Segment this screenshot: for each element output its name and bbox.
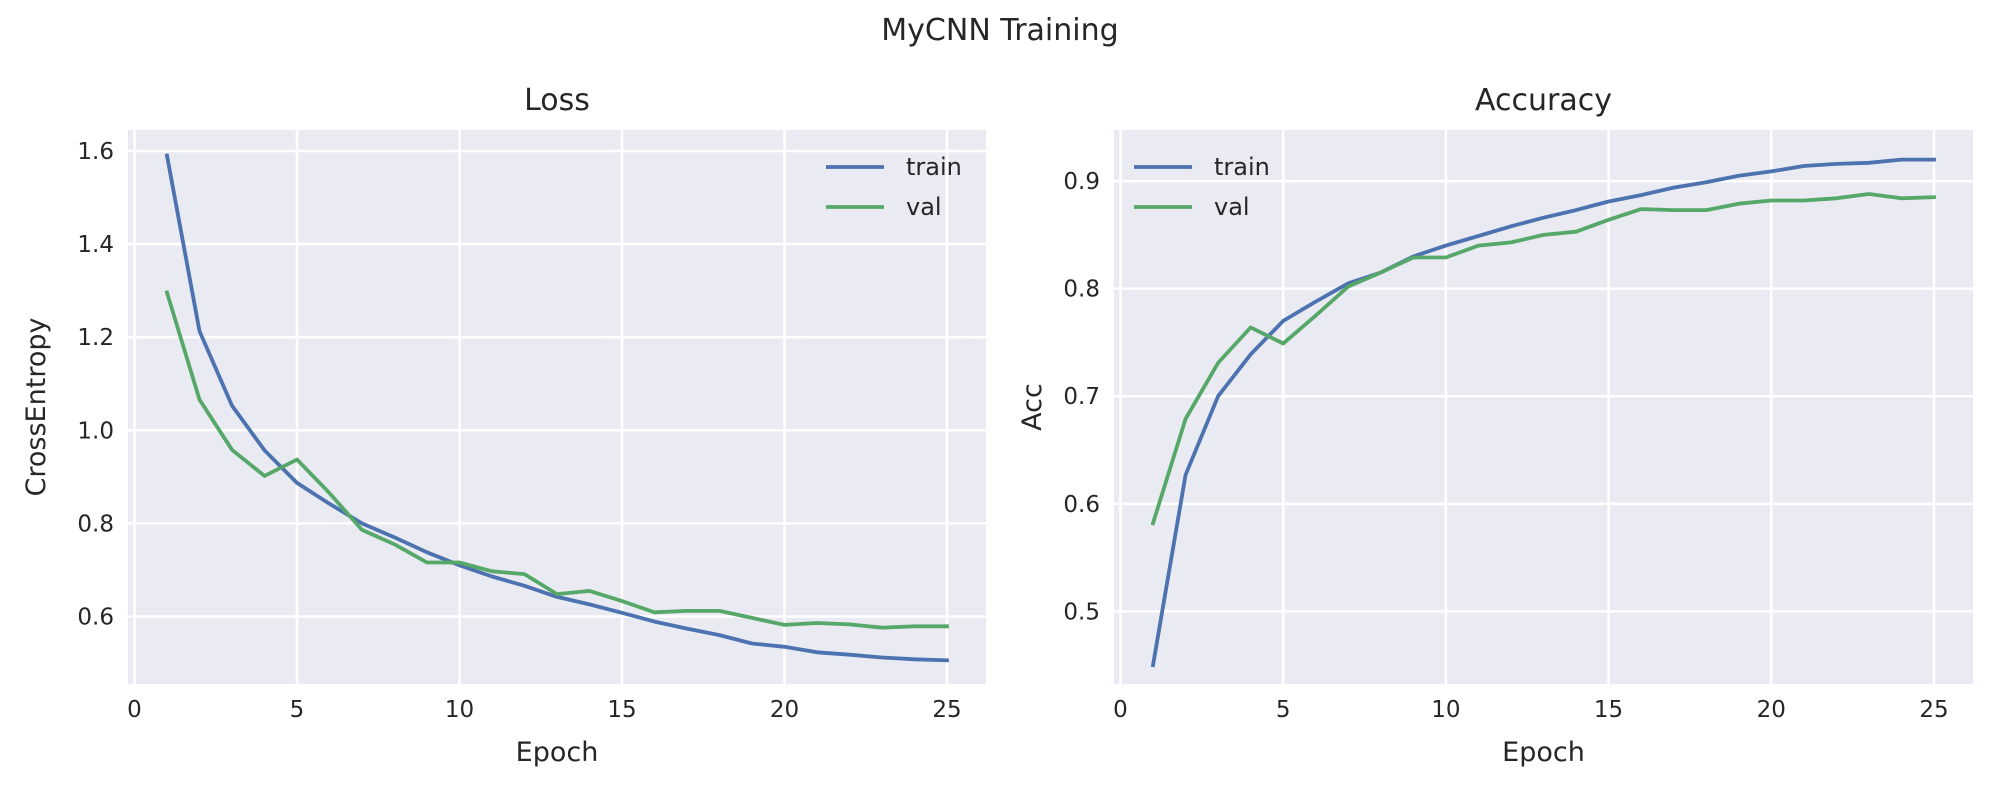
loss-legend-val-label: val [906,193,942,221]
loss-x-tick-label: 0 [127,697,142,723]
accuracy-series-val-line [1150,192,1936,526]
loss-x-axis-label: Epoch [516,737,599,768]
loss-title: Loss [524,83,590,118]
accuracy-x-tick-label: 0 [1113,697,1128,723]
accuracy-x-tick-label: 25 [1919,697,1948,723]
accuracy-x-tick-label: 5 [1276,697,1291,723]
loss-series-train-line [164,153,949,663]
loss-legend-train-label: train [906,153,962,181]
figure-title: MyCNN Training [881,13,1118,48]
accuracy-y-tick-label: 0.7 [1063,384,1100,410]
accuracy-series-train-line [1150,157,1936,668]
loss-x-tick-label: 10 [445,697,474,723]
loss-series-val-line [164,290,949,630]
loss-y-tick-label: 1.4 [77,232,114,258]
accuracy-y-tick-label: 0.9 [1063,169,1100,195]
loss-plot-area [128,130,986,684]
accuracy-x-tick-label: 10 [1431,697,1460,723]
accuracy-legend-val-label: val [1214,193,1250,221]
accuracy-y-tick-label: 0.8 [1063,277,1100,303]
loss-chart: 0 5 10 15 20 25 0.6 0.8 1.0 1.2 1.4 1.6 Loss Epoch Cro… [21,83,986,768]
accuracy-plot-area [1114,130,1973,684]
accuracy-x-tick-label: 15 [1594,697,1623,723]
accuracy-y-tick-label: 0.6 [1063,492,1100,518]
loss-y-tick-label: 0.6 [77,604,114,630]
accuracy-x-axis-label: Epoch [1502,737,1585,768]
accuracy-y-tick-label: 0.5 [1063,599,1100,625]
accuracy-y-axis-label: Acc [1017,383,1048,431]
loss-y-tick-label: 1.0 [77,418,114,444]
loss-y-tick-label: 0.8 [77,511,114,537]
loss-y-axis-label: CrossEntropy [21,318,52,497]
accuracy-legend-train-label: train [1214,153,1270,181]
loss-y-tick-label: 1.6 [77,139,114,165]
loss-y-tick-label: 1.2 [77,325,114,351]
accuracy-title: Accuracy [1475,83,1612,118]
loss-x-tick-label: 25 [932,697,961,723]
accuracy-chart: 0 5 10 15 20 25 0.5 0.6 0.7 0.8 0.9 Accuracy Epoch Ac… [1017,83,1973,768]
loss-x-tick-label: 15 [607,697,636,723]
accuracy-x-tick-label: 20 [1757,697,1786,723]
loss-x-tick-label: 5 [290,697,305,723]
loss-x-tick-label: 20 [770,697,799,723]
